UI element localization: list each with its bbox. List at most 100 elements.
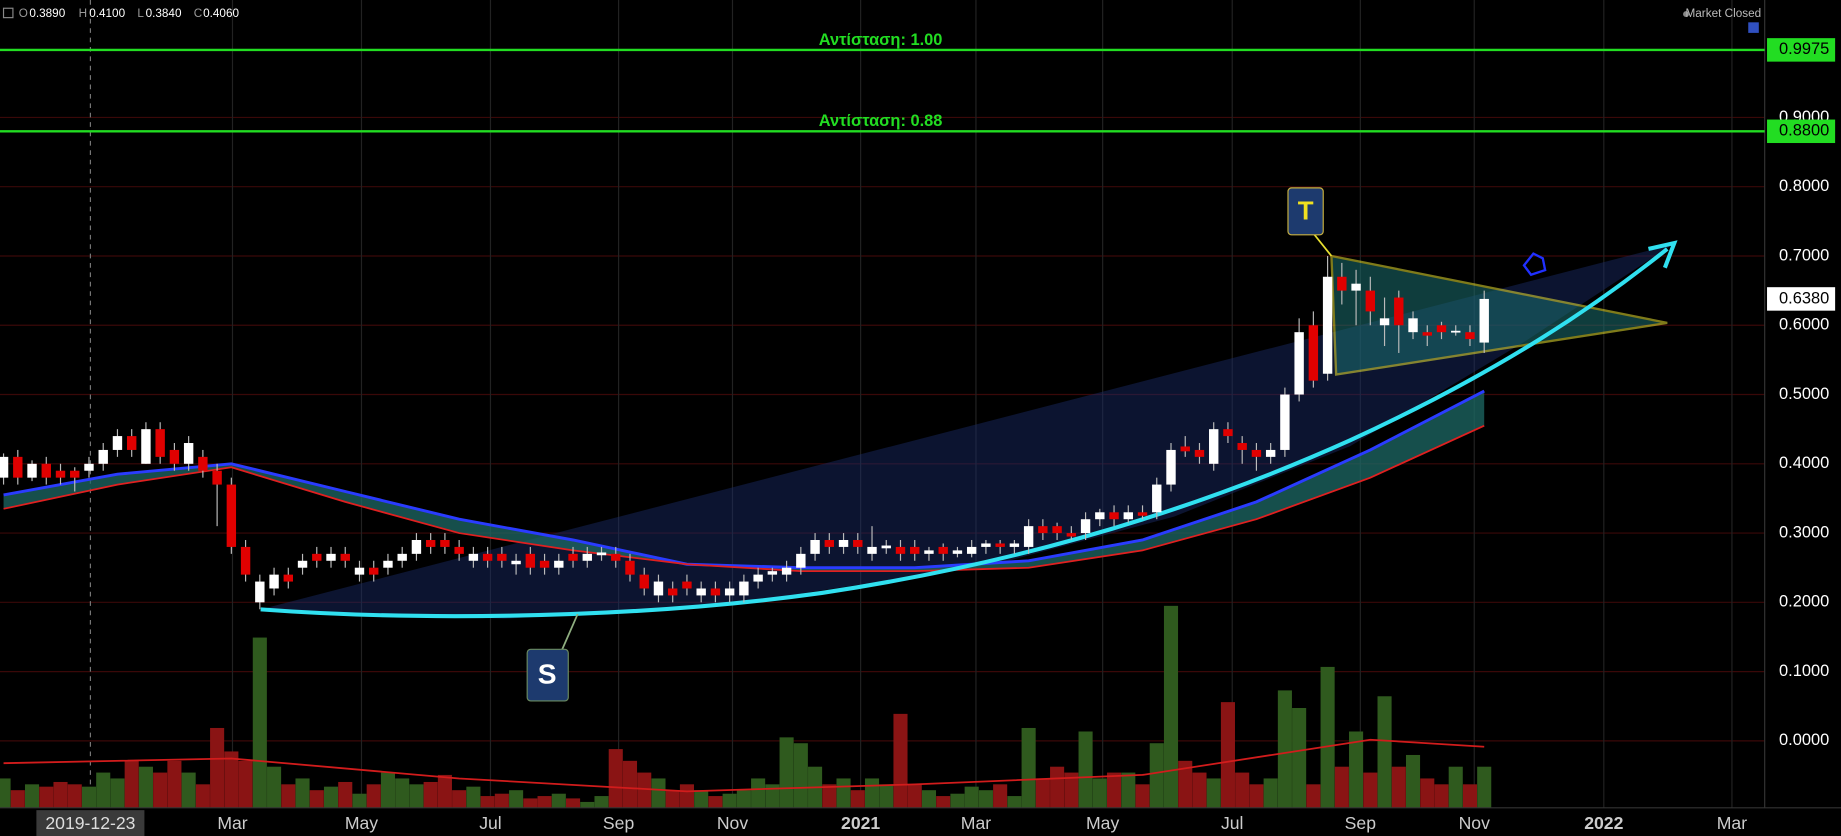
volume-bar xyxy=(822,784,837,808)
candle-body xyxy=(1180,446,1190,452)
candle-body xyxy=(554,560,564,568)
triangle-pattern xyxy=(1330,254,1668,376)
moving-averages xyxy=(3,389,1485,573)
volume-bar xyxy=(1249,784,1264,808)
volume-bar xyxy=(1306,784,1321,808)
candle-body xyxy=(312,553,322,561)
candle-body xyxy=(1223,429,1233,437)
candle-body xyxy=(369,567,379,575)
volume-bar xyxy=(480,796,495,808)
volume-bar xyxy=(1050,766,1065,808)
candle-body xyxy=(1023,526,1034,547)
candle-body xyxy=(1294,332,1304,395)
callout-label: T xyxy=(1298,197,1314,225)
volume-bar xyxy=(281,784,296,808)
callout-pointer xyxy=(1311,231,1333,257)
volume-bar xyxy=(338,781,353,808)
x-tick-label: Jul xyxy=(1221,813,1244,833)
volume-bar xyxy=(1007,796,1022,808)
candle-body xyxy=(0,456,9,478)
candle-body xyxy=(568,553,578,561)
candle-body xyxy=(525,553,536,568)
x-tick-label: Jul xyxy=(479,813,502,833)
volume-bar xyxy=(608,749,623,808)
cup-curve xyxy=(260,247,1669,619)
y-tick-label: 0.2000 xyxy=(1779,593,1829,611)
volume-bar xyxy=(10,790,25,808)
volume-ma xyxy=(3,738,1485,793)
candle-body xyxy=(482,553,493,561)
candle-body xyxy=(582,553,592,561)
candle-body xyxy=(255,581,265,603)
price-box xyxy=(1767,119,1836,144)
volume-bar xyxy=(24,784,40,808)
volume-bar xyxy=(138,766,153,808)
volume-bar xyxy=(1121,772,1136,808)
candle-body xyxy=(881,545,891,549)
x-tick-label: Nov xyxy=(1459,813,1491,833)
x-tick-label: Mar xyxy=(961,813,991,833)
volume-bar xyxy=(736,790,751,808)
candle-body xyxy=(84,463,94,471)
volume-bar xyxy=(181,772,196,808)
y-tick-label: 0.3000 xyxy=(1779,523,1829,541)
volume-bar xyxy=(466,786,481,808)
volume-bar xyxy=(964,786,979,808)
volume-bar xyxy=(352,793,367,808)
candle-body xyxy=(696,588,706,596)
crosshair-box xyxy=(36,810,145,836)
volume-bar xyxy=(907,784,922,808)
volume-bar xyxy=(864,778,880,808)
candle-body xyxy=(41,463,51,478)
volume-bar xyxy=(523,798,538,808)
candle-body xyxy=(981,543,991,547)
volume-bar xyxy=(694,790,709,808)
candle-body xyxy=(468,553,479,561)
volume-bar xyxy=(1263,778,1278,808)
callout-label: S xyxy=(538,658,557,690)
candle-body xyxy=(198,456,208,471)
y-tick-label: 0.1000 xyxy=(1779,662,1829,680)
volume-bar xyxy=(936,796,951,808)
volume-bar xyxy=(1462,784,1478,808)
volume-bar xyxy=(879,784,894,808)
candle-body xyxy=(383,560,393,568)
volume-bar xyxy=(53,781,68,808)
grid xyxy=(0,0,1765,808)
volume-bar xyxy=(722,793,737,808)
callout-pointer xyxy=(560,613,579,653)
candle-body xyxy=(995,543,1005,547)
volume-bar xyxy=(1277,690,1292,808)
resistance-label: Αντίσταση: 1.00 xyxy=(819,31,943,49)
x-tick-label: Mar xyxy=(217,813,247,833)
candle-body xyxy=(226,484,237,547)
volume-bar xyxy=(395,778,410,808)
price-box-label: 0.9975 xyxy=(1779,40,1829,58)
x-tick-label: Sep xyxy=(603,813,635,833)
volume-bar xyxy=(494,793,509,808)
candle-body xyxy=(824,539,835,547)
candle-body xyxy=(269,574,279,589)
candle-body xyxy=(340,553,350,561)
curve-arrow xyxy=(1647,240,1678,269)
volume-bar xyxy=(110,778,125,808)
volume-bar xyxy=(81,786,97,808)
settings-icon[interactable] xyxy=(1748,22,1759,33)
status-dot xyxy=(1683,11,1689,18)
volume-bar xyxy=(409,784,424,808)
volume-bar xyxy=(893,713,908,808)
candle-body xyxy=(411,539,422,554)
volume-bar xyxy=(679,784,694,808)
volume-bar xyxy=(978,790,993,808)
candle-body xyxy=(1166,449,1176,485)
candle-body xyxy=(70,470,80,478)
volume-bar xyxy=(1420,778,1435,808)
candle-body xyxy=(126,436,137,450)
volume-bar xyxy=(1206,778,1221,808)
volume-bar xyxy=(323,786,339,808)
candle-body xyxy=(753,574,763,582)
volume-bar xyxy=(423,781,438,808)
candle-body xyxy=(1322,276,1333,374)
last-price-box xyxy=(1767,287,1836,311)
